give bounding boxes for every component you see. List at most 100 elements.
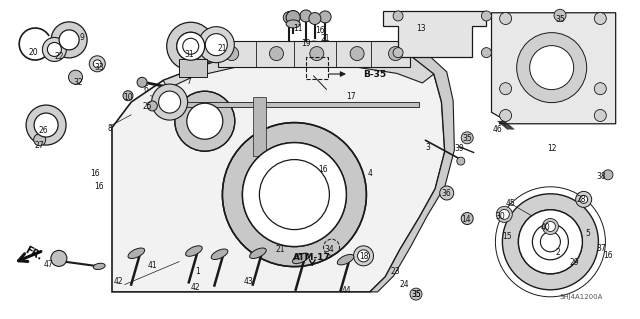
Text: 35: 35 [411,290,421,299]
Circle shape [198,27,234,63]
Circle shape [205,34,227,56]
Circle shape [393,48,403,58]
Circle shape [223,122,367,267]
Text: 33: 33 [94,63,104,72]
Circle shape [183,38,198,54]
Text: 27: 27 [35,141,45,150]
Circle shape [243,143,346,247]
Text: 4: 4 [367,169,372,178]
Text: 17: 17 [346,92,356,101]
Polygon shape [253,97,266,156]
Ellipse shape [128,248,145,258]
Circle shape [152,84,188,120]
Text: ATM-17: ATM-17 [293,253,332,262]
Circle shape [284,11,295,24]
Circle shape [26,105,66,145]
Polygon shape [492,13,616,124]
Circle shape [580,195,588,204]
Circle shape [461,132,473,144]
Circle shape [42,37,67,62]
Text: 29: 29 [570,258,580,267]
Text: 25: 25 [142,102,152,111]
Circle shape [286,11,300,25]
Text: 22: 22 [54,52,63,61]
Text: 21: 21 [218,44,227,53]
Circle shape [319,11,331,23]
Circle shape [51,22,87,58]
Ellipse shape [250,248,266,258]
Circle shape [59,30,79,50]
Circle shape [310,47,324,61]
Text: 16: 16 [90,169,100,178]
Circle shape [481,11,492,21]
Circle shape [500,12,511,25]
Text: 19: 19 [301,39,311,48]
Circle shape [576,191,592,207]
Bar [179,59,207,77]
Text: 16: 16 [318,165,328,174]
Polygon shape [112,41,445,292]
Ellipse shape [337,255,354,265]
Text: 30: 30 [495,212,506,221]
Text: 41: 41 [147,261,157,270]
Circle shape [243,143,346,247]
Circle shape [603,170,613,180]
Text: 32: 32 [73,78,83,87]
Text: 20: 20 [28,48,38,57]
Text: SHJ4A1200A: SHJ4A1200A [559,294,603,300]
Circle shape [530,46,573,90]
Polygon shape [383,11,486,57]
Text: 2: 2 [556,248,561,256]
Circle shape [532,224,568,260]
Circle shape [500,109,511,122]
Circle shape [595,83,606,95]
Text: 18: 18 [359,252,368,261]
Text: 40: 40 [540,223,550,232]
Circle shape [481,48,492,58]
Text: 15: 15 [502,232,512,241]
Circle shape [532,224,568,260]
Circle shape [393,11,403,21]
Circle shape [51,250,67,266]
Circle shape [175,91,235,151]
Circle shape [123,91,133,101]
Text: 31: 31 [184,50,194,59]
Text: 24: 24 [399,280,410,289]
Circle shape [595,109,606,122]
Text: 3: 3 [425,143,430,152]
Circle shape [457,157,465,165]
Text: 16: 16 [94,182,104,191]
Circle shape [410,288,422,300]
Circle shape [358,250,369,262]
Polygon shape [370,45,454,292]
Circle shape [350,47,364,61]
Circle shape [166,22,215,70]
Text: 37: 37 [596,244,607,253]
Text: 46: 46 [493,125,503,134]
Ellipse shape [286,20,300,28]
Circle shape [309,12,321,25]
Text: 35: 35 [462,134,472,143]
Polygon shape [218,41,410,67]
Circle shape [187,103,223,139]
Circle shape [93,60,101,68]
Circle shape [34,134,45,146]
Text: 28: 28 [577,195,586,204]
Text: 1: 1 [195,267,200,276]
Text: 16: 16 [603,251,613,260]
Text: 13: 13 [416,24,426,33]
Text: 47: 47 [43,260,53,269]
Circle shape [554,9,566,21]
Circle shape [47,42,61,56]
Text: 43: 43 [243,277,253,286]
Text: 9: 9 [79,33,84,42]
Polygon shape [163,41,434,89]
Polygon shape [170,102,419,107]
Circle shape [547,60,559,72]
Circle shape [159,91,180,113]
Circle shape [518,210,582,274]
Text: 42: 42 [190,283,200,292]
Text: 10: 10 [123,93,133,102]
Text: 5: 5 [585,229,590,238]
Circle shape [502,194,598,290]
